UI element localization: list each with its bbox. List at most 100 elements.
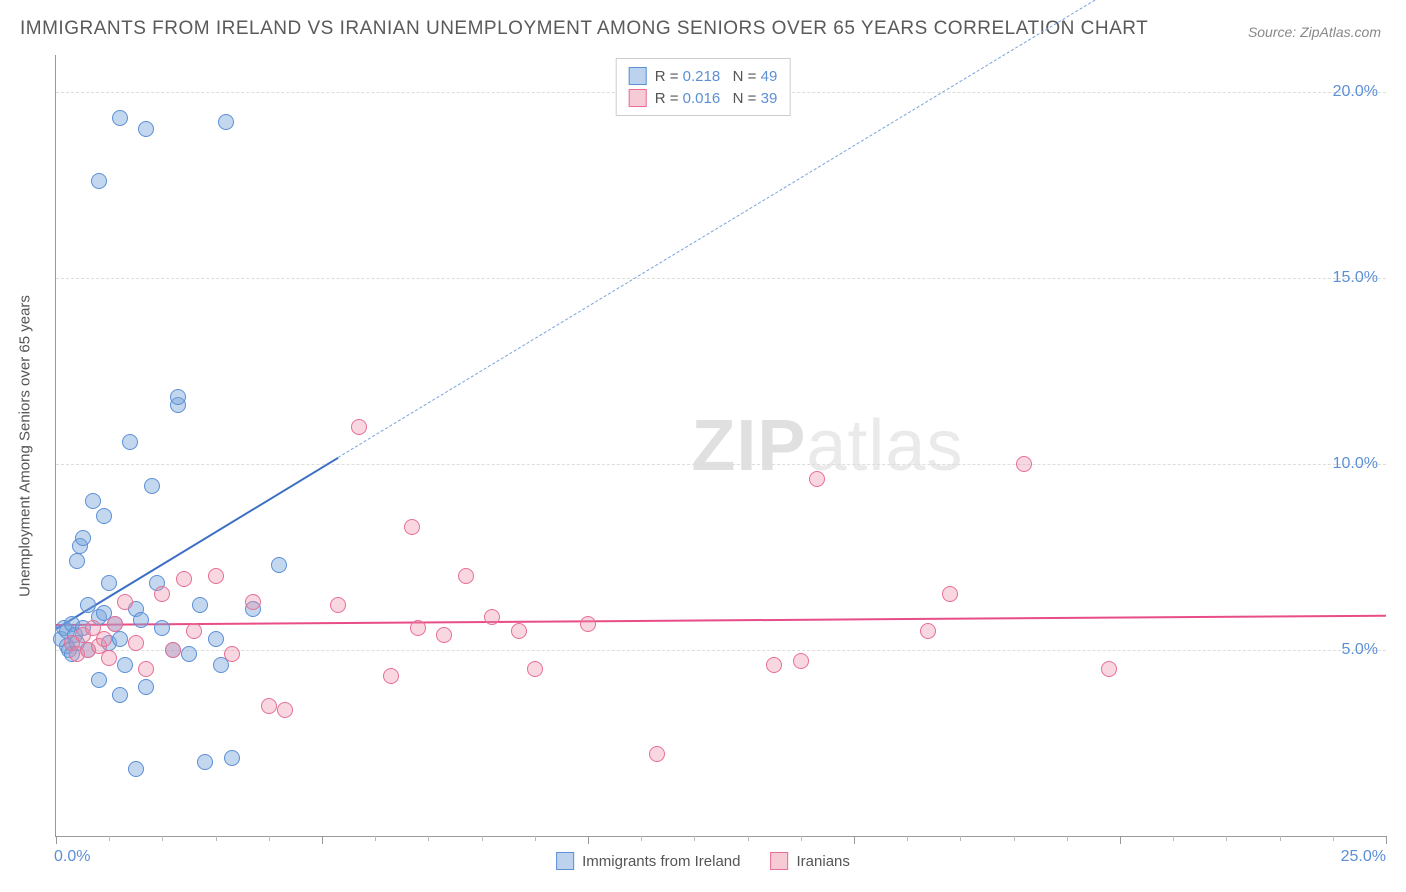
data-point: [245, 594, 261, 610]
data-point: [165, 642, 181, 658]
data-point: [527, 661, 543, 677]
data-point: [277, 702, 293, 718]
series-legend: Immigrants from Ireland Iranians: [556, 852, 850, 870]
x-tick-minor: [1226, 836, 1227, 841]
data-point: [224, 646, 240, 662]
data-point: [154, 586, 170, 602]
swatch-blue-icon: [629, 67, 647, 85]
x-tick: [1120, 836, 1121, 844]
data-point: [176, 571, 192, 587]
x-tick-minor: [428, 836, 429, 841]
data-point: [101, 575, 117, 591]
data-point: [133, 612, 149, 628]
data-point: [154, 620, 170, 636]
data-point: [186, 623, 202, 639]
data-point: [128, 635, 144, 651]
data-point: [181, 646, 197, 662]
data-point: [91, 672, 107, 688]
data-point: [410, 620, 426, 636]
data-point: [1101, 661, 1117, 677]
y-tick-label: 5.0%: [1342, 641, 1378, 659]
trend-line: [338, 0, 1280, 458]
data-point: [122, 434, 138, 450]
x-tick-minor: [748, 836, 749, 841]
swatch-blue-icon: [556, 852, 574, 870]
y-axis-label: Unemployment Among Seniors over 65 years: [17, 295, 34, 597]
x-tick-minor: [216, 836, 217, 841]
x-axis-end-label: 25.0%: [1341, 848, 1386, 866]
data-point: [144, 478, 160, 494]
x-tick-minor: [535, 836, 536, 841]
data-point: [112, 687, 128, 703]
x-tick-minor: [1067, 836, 1068, 841]
data-point: [197, 754, 213, 770]
x-tick-minor: [1333, 836, 1334, 841]
data-point: [649, 746, 665, 762]
swatch-pink-icon: [771, 852, 789, 870]
x-tick-minor: [269, 836, 270, 841]
data-point: [138, 679, 154, 695]
data-point: [404, 519, 420, 535]
data-point: [942, 586, 958, 602]
data-point: [793, 653, 809, 669]
correlation-legend: R = 0.218 N = 49 R = 0.016 N = 39: [616, 58, 791, 116]
data-point: [436, 627, 452, 643]
data-point: [208, 631, 224, 647]
data-point: [85, 493, 101, 509]
data-point: [261, 698, 277, 714]
gridline: [56, 650, 1386, 651]
x-tick: [588, 836, 589, 844]
data-point: [580, 616, 596, 632]
swatch-pink-icon: [629, 89, 647, 107]
data-point: [107, 616, 123, 632]
x-tick-minor: [960, 836, 961, 841]
data-point: [170, 389, 186, 405]
legend-row-iranians: R = 0.016 N = 39: [629, 87, 778, 109]
x-tick: [56, 836, 57, 844]
x-tick: [1386, 836, 1387, 844]
data-point: [271, 557, 287, 573]
x-tick-minor: [482, 836, 483, 841]
data-point: [351, 419, 367, 435]
x-tick-minor: [1014, 836, 1015, 841]
y-tick-label: 10.0%: [1333, 455, 1378, 473]
x-tick-minor: [907, 836, 908, 841]
legend-item-iranians: Iranians: [771, 852, 850, 870]
data-point: [112, 110, 128, 126]
data-point: [138, 121, 154, 137]
data-point: [920, 623, 936, 639]
gridline: [56, 278, 1386, 279]
x-tick-minor: [109, 836, 110, 841]
chart-title: IMMIGRANTS FROM IRELAND VS IRANIAN UNEMP…: [20, 18, 1148, 40]
legend-row-ireland: R = 0.218 N = 49: [629, 65, 778, 87]
y-tick-label: 15.0%: [1333, 269, 1378, 287]
data-point: [138, 661, 154, 677]
data-point: [117, 594, 133, 610]
watermark: ZIPatlas: [691, 405, 963, 487]
data-point: [766, 657, 782, 673]
data-point: [75, 530, 91, 546]
data-point: [809, 471, 825, 487]
data-point: [96, 631, 112, 647]
data-point: [218, 114, 234, 130]
data-point: [117, 657, 133, 673]
data-point: [91, 173, 107, 189]
data-point: [330, 597, 346, 613]
data-point: [96, 508, 112, 524]
x-tick-minor: [801, 836, 802, 841]
legend-item-ireland: Immigrants from Ireland: [556, 852, 740, 870]
x-tick-minor: [162, 836, 163, 841]
x-tick-minor: [1173, 836, 1174, 841]
data-point: [192, 597, 208, 613]
y-tick-label: 20.0%: [1333, 83, 1378, 101]
x-axis-start-label: 0.0%: [54, 848, 90, 866]
x-tick-minor: [641, 836, 642, 841]
data-point: [69, 553, 85, 569]
gridline: [56, 464, 1386, 465]
x-tick: [322, 836, 323, 844]
data-point: [511, 623, 527, 639]
data-point: [128, 761, 144, 777]
data-point: [484, 609, 500, 625]
data-point: [224, 750, 240, 766]
data-point: [1016, 456, 1032, 472]
